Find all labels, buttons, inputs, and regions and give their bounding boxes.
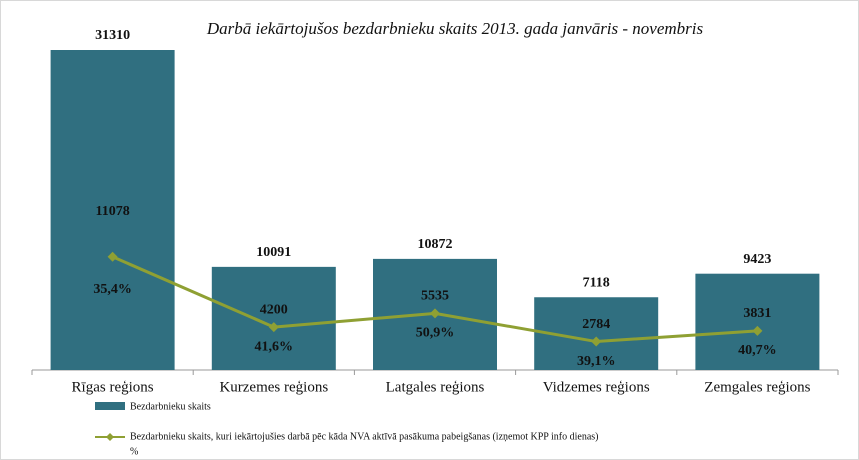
line-value-label: 4200 [260,302,288,317]
percent-label: 40,7% [738,343,777,358]
x-tick-label: Vidzemes reģions [543,379,650,395]
bar-value-label: 7118 [583,275,610,290]
bar-value-label: 31310 [95,28,130,43]
percent-label: 39,1% [577,354,616,369]
percent-label: 50,9% [416,326,455,341]
bar [211,266,336,370]
legend-label: % [130,446,138,457]
line-value-label: 11078 [95,204,129,219]
line-value-label: 2784 [582,317,610,332]
bar-value-label: 10872 [418,237,453,252]
legend-swatch [95,402,125,410]
line-marker [268,322,279,333]
x-tick-label: Rīgas reģions [72,379,154,395]
line-value-label: 5535 [421,289,449,304]
chart-title: Darbā iekārtojušos bezdarbnieku skaits 2… [206,19,704,38]
line-marker [752,325,763,336]
line-marker [591,336,602,347]
line-marker [430,308,440,319]
x-tick-label: Zemgales reģions [704,379,810,395]
legend-swatch [106,433,114,441]
legend-label: Bezdarbnieku skaits, kuri iekārtojušies … [130,431,598,442]
percent-label: 41,6% [255,339,294,354]
x-tick-label: Latgales reģions [386,379,485,395]
percent-label: 35,4% [93,282,132,297]
x-tick-label: Kurzemes reģions [219,379,328,395]
bar [50,50,175,370]
line-marker [107,251,118,262]
line-value-label: 3831 [743,306,771,321]
bar-value-label: 9423 [743,252,771,267]
legend-label: Bezdarbnieku skaits [130,401,211,412]
bar [695,273,820,370]
bar-value-label: 10091 [256,245,291,260]
